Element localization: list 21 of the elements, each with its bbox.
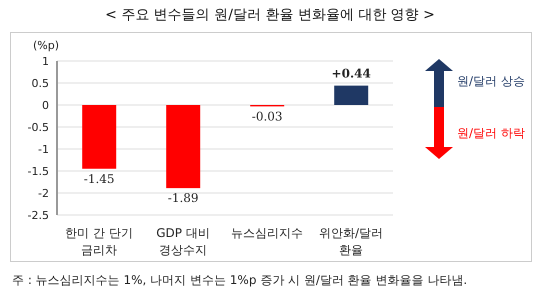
y-tick-label: 0 [42,98,49,112]
x-tick-label: 뉴스심리지수 [231,226,303,240]
text: 원/달러 상승 [457,73,525,90]
y-tick-label: 1 [42,54,49,68]
y-tick-label: -1.5 [28,164,49,178]
chart-title: < 주요 변수들의 원/달러 환율 변화율에 대한 영향 > [104,6,436,24]
data-label: +0.44 [332,66,371,81]
data-label: -1.89 [168,191,199,206]
y-tick-label: -2 [38,186,49,200]
x-tick-label: GDP 대비 경상수지 [156,226,210,257]
y-tick-label: 0.5 [32,76,49,90]
x-tick-label: 위안화/달러 환율 [318,226,384,257]
y-tick-label: -2.5 [28,208,49,222]
text: 원/달러 하락 [457,125,525,142]
data-label: -1.45 [84,172,115,186]
text: 주 : 뉴스심리지수는 1%, 나머지 변수는 1%p 증가 시 원/달러 환율 변화율을 나타냄. [12,272,468,289]
y-tick-label: -1 [38,142,49,156]
x-tick-label: 한미 간 단기 금리차 [65,226,133,257]
y-tick-label: -0.5 [28,120,49,134]
y-axis-title: (%p) [33,39,60,52]
data-label: -0.03 [252,109,283,124]
